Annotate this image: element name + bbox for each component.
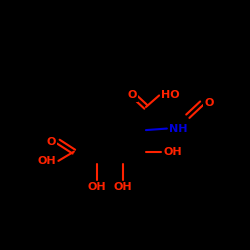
Text: OH: OH [114,182,132,192]
Text: HO: HO [162,90,180,101]
Text: O: O [47,137,56,147]
Text: OH: OH [38,156,56,166]
Text: NH: NH [169,124,188,134]
Text: O: O [127,90,137,101]
Text: O: O [204,98,214,108]
Text: OH: OH [88,182,106,192]
Text: OH: OH [164,147,182,157]
